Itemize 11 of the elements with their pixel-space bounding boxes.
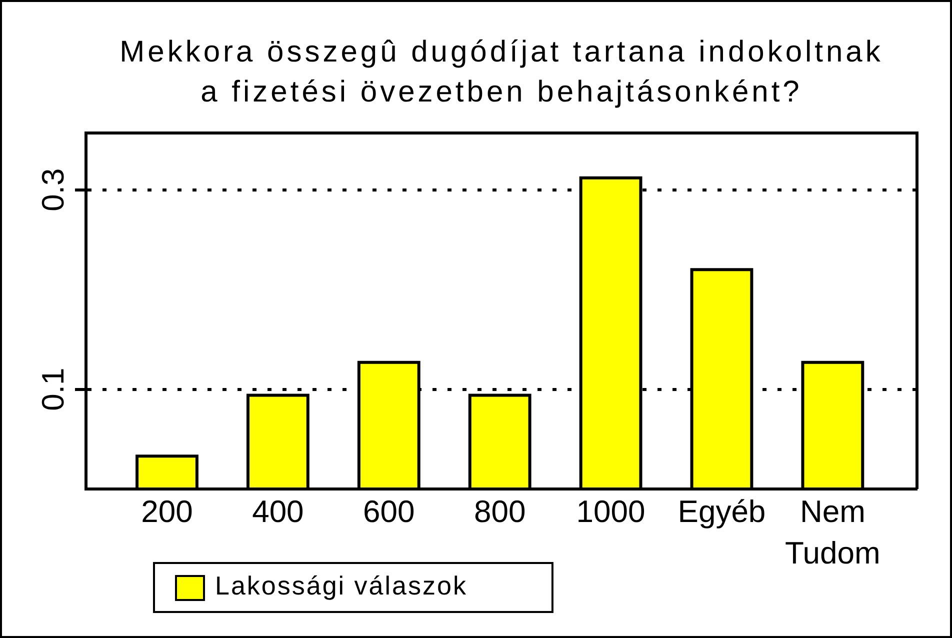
x-tick-label: 200	[141, 494, 193, 530]
x-tick-label: 600	[363, 494, 415, 530]
x-tick-label: Egyéb	[678, 494, 766, 530]
y-tick-label: 0.3	[36, 168, 71, 212]
legend-label: Lakossági válaszok	[215, 570, 468, 601]
y-tick-label: 0.1	[36, 368, 71, 411]
x-tick-label: 400	[252, 494, 304, 530]
x-tick-label: 800	[474, 494, 526, 530]
chart-title: Mekkora összegû dugódíjat tartana indokoltnak a fizetési övezetben behajtásonként?	[120, 35, 884, 108]
x-tick-label: Nem Tudom	[785, 494, 880, 570]
x-tick-label: 1000	[576, 494, 646, 530]
